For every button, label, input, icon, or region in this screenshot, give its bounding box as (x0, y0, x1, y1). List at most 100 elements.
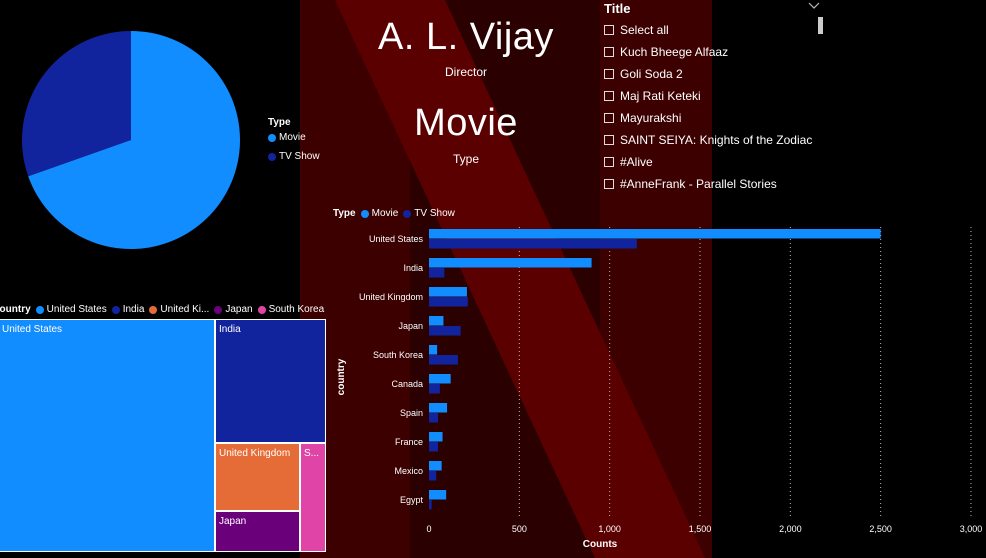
kpi-type-label: Type (452, 152, 479, 166)
treemap-cell-india[interactable]: India (215, 319, 326, 443)
checkbox-icon[interactable] (604, 25, 614, 35)
bar-tv-show[interactable] (429, 355, 458, 365)
bar-movie[interactable] (429, 403, 448, 413)
bar-legend-title: Type (333, 208, 356, 219)
pie-legend: Type Movie TV Show (268, 117, 320, 162)
x-tick-label: 2,500 (869, 524, 892, 534)
slicer-item-label: Select all (620, 23, 669, 37)
x-tick-label: 1,000 (598, 524, 621, 534)
bar-legend-item-movie[interactable]: Movie (360, 208, 398, 219)
slicer-item[interactable]: Maj Rati Keteki (604, 85, 812, 107)
checkbox-icon[interactable] (604, 69, 614, 79)
y-tick-label: Canada (391, 379, 423, 389)
legend-dot-icon (403, 209, 412, 218)
treemap-legend-item[interactable]: Japan (214, 304, 253, 315)
treemap-legend-item[interactable]: United States (35, 304, 107, 315)
checkbox-icon[interactable] (604, 179, 614, 189)
slicer-item-label: #Alive (620, 155, 653, 169)
y-tick-label: Spain (400, 408, 423, 418)
pie-legend-label-tv-show: TV Show (279, 151, 320, 162)
pie-legend-label-movie: Movie (279, 132, 306, 143)
slicer-item-label: #AnneFrank - Parallel Stories (620, 177, 777, 191)
slicer-item[interactable]: SAINT SEIYA: Knights of the Zodiac (604, 129, 812, 151)
bar-tv-show[interactable] (429, 442, 439, 452)
checkbox-icon[interactable] (604, 157, 614, 167)
treemap-legend-label: Japan (225, 304, 253, 315)
bar-tv-show[interactable] (429, 297, 468, 307)
y-tick-label: Mexico (394, 466, 423, 476)
slicer-item[interactable]: Kuch Bheege Alfaaz (604, 41, 812, 63)
legend-dot-icon (35, 305, 44, 314)
pie-slice-movie[interactable] (28, 31, 240, 249)
treemap-cell-united-states[interactable]: United States (0, 319, 215, 552)
x-tick-label: 3,000 (960, 524, 983, 534)
slicer-list: Select all Kuch Bheege Alfaaz Goli Soda 2 M… (604, 19, 812, 195)
legend-dot-icon (149, 305, 158, 314)
treemap-cell-south-korea[interactable]: S... (300, 443, 326, 552)
pie-chart (21, 31, 240, 249)
checkbox-icon[interactable] (604, 135, 614, 145)
legend-dot-icon (257, 305, 266, 314)
background-diagonal (335, 0, 705, 558)
bar-movie[interactable] (429, 287, 467, 297)
bar-tv-show[interactable] (429, 239, 637, 249)
treemap-legend-item[interactable]: South Korea (257, 304, 325, 315)
treemap-legend-title: country (0, 304, 31, 315)
treemap-cell-label: India (219, 324, 241, 335)
pie-legend-item-tv-show[interactable]: TV Show (268, 151, 320, 162)
pie-slice-tv-show[interactable] (21, 31, 132, 177)
y-tick-label: Japan (398, 321, 423, 331)
treemap-legend-label: South Korea (268, 304, 325, 315)
bar-movie[interactable] (429, 490, 447, 500)
pie-legend-item-movie[interactable]: Movie (268, 132, 320, 143)
x-axis-title: Counts (583, 539, 618, 550)
y-tick-label: Egypt (400, 495, 424, 505)
bar-movie[interactable] (429, 461, 442, 471)
bar-movie[interactable] (429, 345, 438, 355)
slicer-item-label: Kuch Bheege Alfaaz (620, 45, 729, 59)
bar-tv-show[interactable] (429, 268, 445, 278)
y-tick-label: United Kingdom (359, 292, 423, 302)
bar-movie[interactable] (429, 229, 881, 239)
x-tick-label: 0 (426, 524, 431, 534)
slicer-item[interactable]: #AnneFrank - Parallel Stories (604, 173, 812, 195)
pie-legend-title: Type (268, 117, 291, 128)
treemap-cell-japan[interactable]: Japan (215, 511, 300, 552)
slicer-scrollbar[interactable] (818, 17, 823, 34)
checkbox-icon[interactable] (604, 113, 614, 123)
slicer-item[interactable]: Mayurakshi (604, 107, 812, 129)
bar-tv-show[interactable] (429, 326, 461, 336)
slicer-title: Title (604, 1, 631, 16)
treemap-legend-item[interactable]: India (111, 304, 145, 315)
bar-movie[interactable] (429, 258, 592, 268)
bar-movie[interactable] (429, 316, 444, 326)
bar-movie[interactable] (429, 374, 451, 384)
bar-legend: Type Movie TV Show (333, 208, 455, 219)
bar-tv-show[interactable] (429, 500, 432, 510)
checkbox-icon[interactable] (604, 47, 614, 57)
slicer-item[interactable]: Goli Soda 2 (604, 63, 812, 85)
slicer-item[interactable]: #Alive (604, 151, 812, 173)
y-tick-label: France (395, 437, 423, 447)
treemap-legend-label: India (122, 304, 145, 315)
bar-tv-show[interactable] (429, 471, 437, 481)
treemap-legend-label: United Ki... (160, 304, 210, 315)
bar-movie[interactable] (429, 432, 443, 442)
y-tick-label: United States (369, 234, 424, 244)
slicer-item[interactable]: Select all (604, 19, 812, 41)
bar-tv-show[interactable] (429, 413, 439, 423)
y-tick-label: South Korea (373, 350, 423, 360)
checkbox-icon[interactable] (604, 91, 614, 101)
bar-chart: United States India United Kingdom Japan Sou… (336, 227, 983, 550)
treemap-cell-united-kingdom[interactable]: United Kingdom (215, 443, 300, 511)
treemap-cell-label: United States (2, 324, 63, 335)
bar-tv-show[interactable] (429, 384, 440, 394)
legend-dot-icon (111, 305, 120, 314)
legend-dot-icon (360, 209, 369, 218)
bar-legend-item-tv-show[interactable]: TV Show (403, 208, 455, 219)
legend-dot-icon (268, 152, 276, 161)
treemap-legend-item[interactable]: United Ki... (149, 304, 209, 315)
chevron-down-icon[interactable] (808, 2, 820, 10)
treemap-legend: country United States India United Ki...… (0, 304, 324, 315)
